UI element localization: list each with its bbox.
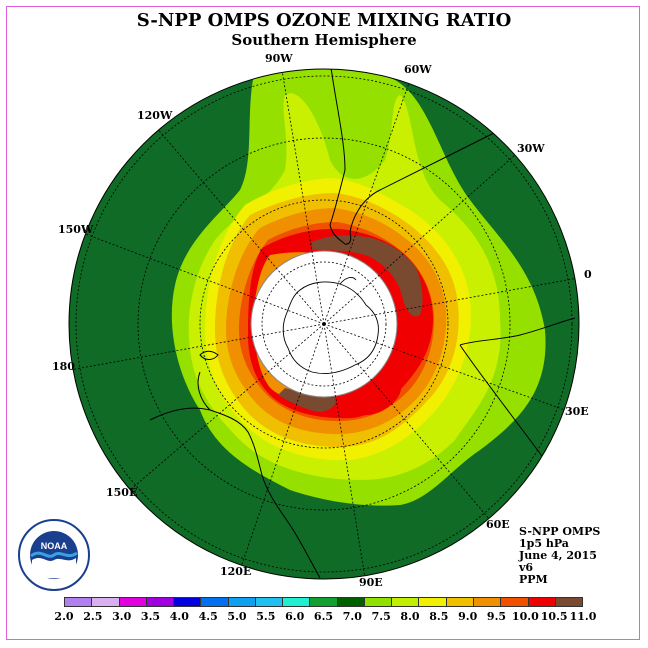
colorbar-tick-label: 8.5	[429, 610, 449, 623]
colorbar-tick-label: 10.0	[511, 610, 539, 623]
lon-label-150w: 150W	[58, 223, 94, 236]
ozone-band-red-east	[344, 378, 402, 416]
map-boundary	[68, 68, 580, 580]
info-level: 1p5 hPa	[519, 537, 569, 550]
colorbar-segment	[419, 598, 447, 606]
south-pole-marker	[322, 322, 326, 326]
colorbar-tick-label: 2.0	[54, 610, 74, 623]
page-frame	[6, 6, 640, 640]
ozone-band-brown-north	[312, 235, 423, 317]
colorbar-tick-label: 3.5	[140, 610, 161, 623]
product-info: S-NPP OMPS 1p5 hPa June 4, 2015 v6 PPM	[519, 526, 629, 586]
colorbar-tick-label: 11.0	[569, 610, 597, 623]
colorbar-tick-label: 5.5	[256, 610, 276, 623]
noaa-logo: NOAA	[18, 519, 90, 591]
colorbar-tick-label: 9.0	[458, 610, 478, 623]
lon-label-30w: 30W	[517, 142, 545, 155]
colorbar-tick-label: 3.0	[112, 610, 132, 623]
colorbar-tick-label: 10.5	[540, 610, 568, 623]
colorbar-segment	[555, 598, 583, 606]
colorbar-segment	[146, 598, 175, 606]
colorbar-segment	[119, 598, 147, 606]
colorbar-segment	[283, 598, 311, 606]
lon-label-120w: 120W	[137, 109, 173, 122]
new-zealand-coastline	[199, 350, 219, 360]
colorbar-tick-label: 6.5	[313, 610, 334, 623]
lon-label-90w: 90W	[265, 52, 293, 65]
colorbar-segment	[528, 598, 556, 606]
colorbar-segment	[65, 598, 93, 606]
noaa-logo-text: NOAA	[41, 541, 68, 551]
colorbar-segment	[392, 598, 420, 606]
colorbar-tick-label: 2.5	[83, 610, 103, 623]
colorbar-segment	[364, 598, 393, 606]
info-instrument: S-NPP OMPS	[519, 525, 601, 538]
colorbar-tick-label: 7.0	[342, 610, 362, 623]
lon-label-0: 0	[584, 268, 592, 281]
colorbar-tick-label: 5.0	[227, 610, 247, 623]
africa-coastline	[459, 317, 576, 461]
colorbar	[64, 597, 583, 607]
info-units: PPM	[519, 573, 548, 586]
colorbar-segment	[201, 598, 229, 606]
colorbar-segment	[473, 598, 502, 606]
lon-label-150e: 150E	[106, 486, 138, 499]
info-version: v6	[519, 561, 534, 574]
colorbar-segment	[228, 598, 256, 606]
colorbar-tick-label: 9.5	[486, 610, 507, 623]
colorbar-segment	[255, 598, 284, 606]
ozone-band-brown-south	[278, 388, 336, 412]
australia-coastline	[149, 371, 321, 579]
colorbar-tick-label: 8.0	[400, 610, 420, 623]
latitude-grid	[75, 75, 573, 573]
lon-label-60w: 60W	[404, 63, 432, 76]
colorbar-segment	[337, 598, 365, 606]
lon-label-180: 180	[52, 360, 75, 373]
info-date: June 4, 2015	[519, 549, 597, 562]
lon-label-90e: 90E	[359, 576, 383, 589]
lon-label-30e: 30E	[565, 405, 589, 418]
colorbar-segment	[310, 598, 338, 606]
colorbar-segment	[446, 598, 474, 606]
south-america-coastline	[329, 69, 561, 245]
colorbar-tick-label: 4.0	[169, 610, 189, 623]
colorbar-segment	[92, 598, 120, 606]
colorbar-tick-label: 7.5	[371, 610, 391, 623]
chart-title: S-NPP OMPS OZONE MIXING RATIO	[136, 10, 512, 31]
colorbar-segment	[501, 598, 529, 606]
colorbar-tick-label: 4.5	[198, 610, 218, 623]
antarctica-coastline	[282, 277, 379, 375]
colorbar-tick-label: 6.0	[285, 610, 305, 623]
lon-label-120e: 120E	[220, 565, 252, 578]
chart-subtitle: Southern Hemisphere	[231, 31, 417, 49]
colorbar-segment	[174, 598, 202, 606]
lon-label-60e: 60E	[486, 518, 510, 531]
longitude-grid	[69, 69, 579, 579]
